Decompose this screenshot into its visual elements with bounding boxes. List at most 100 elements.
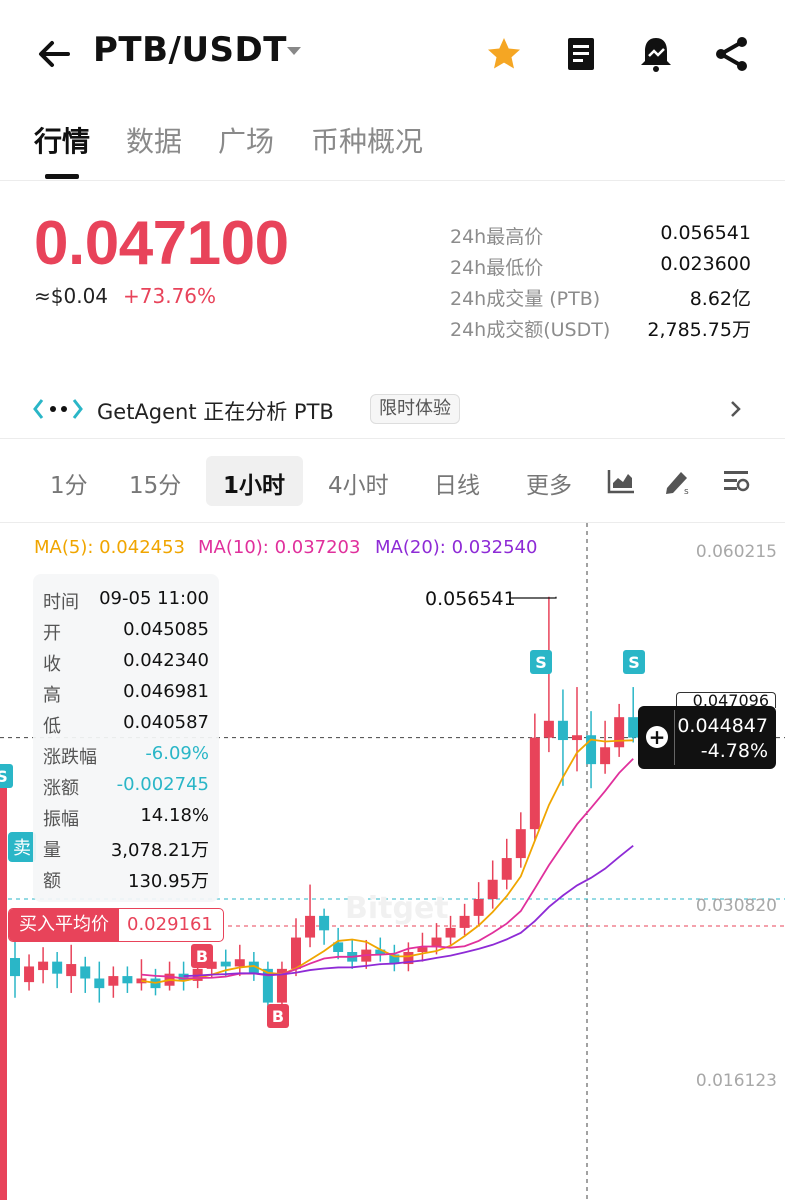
tooltip-key: 开 <box>43 623 61 644</box>
candle-body <box>515 829 526 859</box>
timeframe-more[interactable]: 更多 <box>526 473 572 499</box>
svg-text:s: s <box>684 487 689 496</box>
y-axis-label: 0.030820 <box>695 896 777 916</box>
tooltip-value: 0.046981 <box>123 681 209 702</box>
sell-tag-bg <box>8 832 36 862</box>
avg-buy-value: 0.029161 <box>127 914 213 935</box>
chevron-right-icon[interactable] <box>728 400 744 418</box>
caret-down-icon[interactable] <box>285 44 303 58</box>
tooltip-value: 0.045085 <box>123 619 209 640</box>
candle-body <box>600 747 611 765</box>
tooltip-key: 低 <box>43 716 61 737</box>
stat-turnover-value: 2,785.75万 <box>647 319 751 341</box>
candle-body <box>10 958 20 977</box>
candle-tooltip: 时间 09-05 11:00 开 0.045085 收 0.042340 高 0.046… <box>33 574 219 902</box>
add-order-icon[interactable]: + <box>646 726 668 748</box>
sell-marker-bg <box>623 650 645 674</box>
ma20-label: MA(20): 0.032540 <box>375 537 538 558</box>
avg-buy-label: 买入平均价 <box>9 909 119 941</box>
tab-data[interactable]: 数据 <box>126 125 183 158</box>
back-arrow-icon[interactable] <box>34 34 74 74</box>
candle-body <box>628 717 639 738</box>
ma5-label: MA(5): 0.042453 <box>34 537 186 558</box>
sell-marker: S <box>530 650 552 674</box>
buy-marker-bg <box>267 1004 289 1028</box>
timeframe-1d[interactable]: 日线 <box>434 473 480 499</box>
tooltip-key: 额 <box>43 871 61 892</box>
candle-body <box>291 937 301 969</box>
candle-body <box>276 968 287 1003</box>
tooltip-row: 时间 09-05 11:00 <box>43 588 209 618</box>
share-icon[interactable] <box>712 34 752 74</box>
sell-marker-text: S <box>535 653 547 672</box>
separator <box>674 710 675 765</box>
tooltip-key: 收 <box>43 654 61 675</box>
peak-price-label: 0.056541 <box>425 588 516 610</box>
tooltip-value: -0.002745 <box>116 774 209 795</box>
candle-body <box>389 954 400 965</box>
draw-tool-icon[interactable]: s <box>663 466 693 496</box>
price-change: +73.76% <box>123 284 217 308</box>
candle-body <box>529 737 540 830</box>
stat-volume-value: 8.62亿 <box>689 288 751 310</box>
trial-badge: 限时体验 <box>370 394 460 424</box>
timeframe-4h[interactable]: 4小时 <box>328 473 389 499</box>
sell-marker-bg <box>530 650 552 674</box>
tooltip-row: 开 0.045085 <box>43 619 209 649</box>
pair-selector[interactable]: PTB/USDT <box>93 30 287 70</box>
star-icon[interactable] <box>484 34 524 74</box>
stat-low-value: 0.023600 <box>660 253 751 275</box>
chart-type-icon[interactable] <box>606 466 636 496</box>
candle-body <box>94 978 105 989</box>
candle-body <box>66 964 77 977</box>
getagent-logo-icon <box>33 399 83 419</box>
usd-approx: ≈$0.04 <box>34 284 109 308</box>
ma10-label: MA(10): 0.037203 <box>198 537 361 558</box>
stat-high-value: 0.056541 <box>660 222 751 244</box>
stat-high-label: 24h最高价 <box>450 226 544 248</box>
candle-body <box>403 952 414 965</box>
candle-body <box>38 961 49 971</box>
tab-square[interactable]: 广场 <box>218 125 275 158</box>
sell-marker-bg <box>0 764 13 788</box>
candle-body <box>459 915 470 928</box>
stat-volume-label: 24h成交量 (PTB) <box>450 288 601 310</box>
timeframe-15m[interactable]: 15分 <box>129 473 182 499</box>
tab-market[interactable]: 行情 <box>34 125 91 158</box>
notebook-icon[interactable] <box>561 34 601 74</box>
candle-body <box>375 949 386 955</box>
candle-body <box>445 927 456 938</box>
tooltip-value: 14.18% <box>140 805 209 826</box>
buy-marker-bg <box>191 944 213 968</box>
tab-coin-overview[interactable]: 币种概况 <box>311 125 424 158</box>
buy-marker-text: B <box>272 1007 284 1026</box>
avg-buy-price-tag[interactable]: 买入平均价 0.029161 <box>8 908 224 942</box>
candle-body <box>333 942 344 953</box>
timeframe-1m[interactable]: 1分 <box>50 473 88 499</box>
top-bar: PTB/USDT <box>0 0 785 105</box>
indicator-settings-icon[interactable] <box>721 466 751 496</box>
price-alert-bell-icon[interactable] <box>636 34 676 74</box>
timeframe-active-bg <box>206 456 303 506</box>
divider <box>0 438 785 439</box>
divider <box>0 522 785 523</box>
candle-body <box>319 915 330 931</box>
tooltip-value: 0.040587 <box>123 712 209 733</box>
last-price-tag: 0.047096 <box>676 692 776 708</box>
candle-body <box>24 966 35 983</box>
candle-body <box>220 961 231 967</box>
crosshair-price-tag[interactable]: + 0.044847 -4.78% <box>638 706 776 769</box>
y-axis-label: 0.016123 <box>695 1071 777 1091</box>
sell-marker: S <box>623 650 645 674</box>
sell-tag-text: 卖 <box>13 838 31 859</box>
tooltip-value: 0.042340 <box>123 650 209 671</box>
ma10-line <box>141 758 634 980</box>
candle-body <box>80 966 91 979</box>
tooltip-key: 时间 <box>43 592 79 613</box>
candle-body <box>586 735 597 765</box>
tooltip-key: 涨额 <box>43 778 79 799</box>
timeframe-1h[interactable]: 1小时 <box>223 473 286 499</box>
candle-body <box>614 717 625 748</box>
candle-body <box>543 720 554 738</box>
getagent-text[interactable]: GetAgent 正在分析 PTB <box>97 400 334 424</box>
